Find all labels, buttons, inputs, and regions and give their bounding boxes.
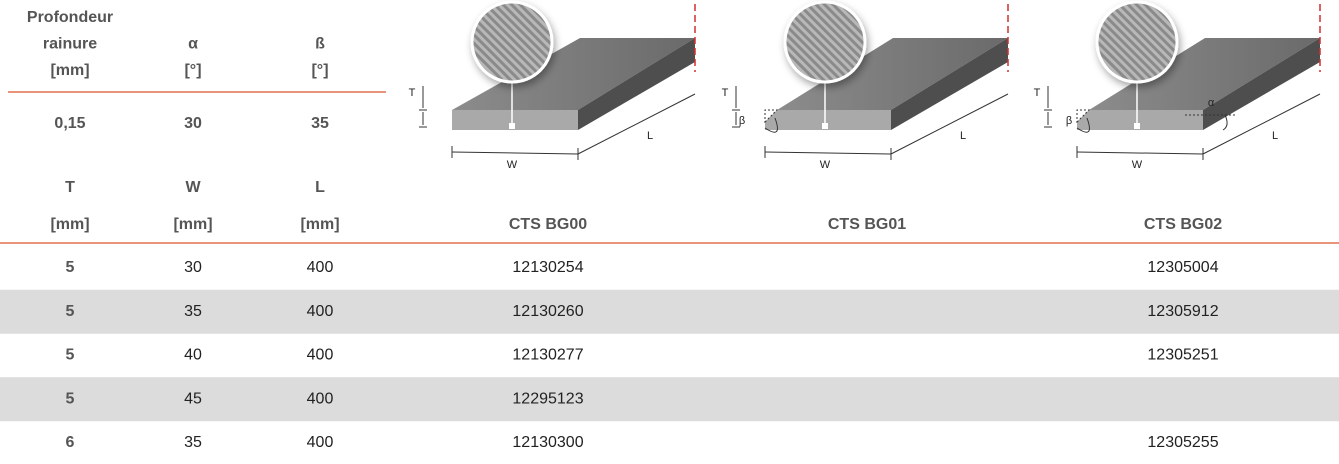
zoom: [470, 0, 554, 84]
l-dim: [890, 93, 1009, 155]
w-dim: [764, 151, 892, 155]
beta-label: β: [1066, 115, 1072, 127]
bar-top: [1089, 38, 1320, 110]
table-header: CTS BG02: [1144, 216, 1222, 233]
beta-label: β: [739, 115, 745, 127]
profile-diagram: T W L: [409, 0, 696, 171]
row-band: [0, 289, 1339, 334]
w-label: W: [820, 159, 831, 171]
table-cell: 5: [66, 303, 75, 320]
table-cell: 6: [66, 434, 75, 451]
row-band: [0, 377, 1339, 422]
table-cell: 12130260: [512, 303, 583, 320]
table-cell: 5: [66, 259, 75, 276]
table-cell: 12305004: [1147, 259, 1218, 276]
l-label: L: [960, 130, 966, 142]
table-cell: 35: [184, 303, 202, 320]
groove-header: rainure: [43, 36, 97, 53]
table-cell: 12130300: [512, 434, 583, 451]
table-cell: 12305255: [1147, 434, 1218, 451]
w-dim: [1076, 151, 1204, 155]
zoom: [783, 0, 867, 84]
table-cell: 30: [184, 259, 202, 276]
groove-header: [°]: [311, 62, 328, 79]
l-label: L: [647, 130, 653, 142]
groove-header: [mm]: [50, 62, 89, 79]
table-cell: 12305251: [1147, 347, 1218, 364]
table-header: CTS BG01: [828, 216, 906, 233]
table-cell: 35: [184, 434, 202, 451]
table-header: T: [65, 179, 75, 196]
table-header: [mm]: [173, 216, 212, 233]
t-label: T: [722, 87, 729, 99]
groove-mark: [822, 123, 828, 129]
beta-arc: [1076, 117, 1090, 133]
t-label: T: [1034, 87, 1041, 99]
table-cell: 12295123: [512, 390, 583, 407]
table-cell: 45: [184, 390, 202, 407]
table-cell: 5: [66, 347, 75, 364]
table-cell: 12305912: [1147, 303, 1218, 320]
table-header: L: [315, 179, 325, 196]
chamfer: [764, 109, 779, 124]
bar-side: [1203, 38, 1320, 130]
table-cell: 400: [307, 390, 334, 407]
table-header: W: [185, 179, 201, 196]
bar-top: [777, 38, 1008, 110]
bar-side: [891, 38, 1008, 130]
w-label: W: [507, 159, 518, 171]
table-header: [mm]: [50, 216, 89, 233]
alpha-label: α: [1208, 97, 1215, 109]
table-cell: 5: [66, 390, 75, 407]
table-cell: 40: [184, 347, 202, 364]
groove-header: Profondeur: [27, 9, 113, 26]
bar-front: [1077, 110, 1203, 130]
groove-value: 30: [184, 115, 202, 132]
l-dim: [577, 93, 696, 155]
table-cell: 400: [307, 347, 334, 364]
w-dim: [451, 151, 579, 155]
l-label: L: [1272, 130, 1278, 142]
groove-header: [°]: [184, 62, 201, 79]
table-cell: 12130254: [512, 259, 583, 276]
chamfer: [1076, 109, 1091, 124]
bar-side: [578, 38, 695, 130]
table-cell: 400: [307, 259, 334, 276]
profile-diagram: T W Lβ α: [1034, 0, 1321, 171]
profile-diagram: T W Lβ: [722, 0, 1009, 171]
table-cell: 400: [307, 434, 334, 451]
bar-front: [452, 110, 578, 130]
bar-front: [765, 110, 891, 130]
groove-mark: [1134, 123, 1140, 129]
groove-header: α: [188, 36, 198, 53]
table-cell: 12130277: [512, 347, 583, 364]
groove-value: 0,15: [54, 115, 85, 132]
zoom: [1095, 0, 1179, 84]
groove-mark: [509, 123, 515, 129]
alpha-arc: [1222, 114, 1228, 131]
w-label: W: [1132, 159, 1143, 171]
t-label: T: [409, 87, 416, 99]
groove-header: ß: [315, 36, 325, 53]
table-cell: 400: [307, 303, 334, 320]
beta-arc: [764, 117, 778, 133]
table-header: [mm]: [300, 216, 339, 233]
table-header: CTS BG00: [509, 216, 587, 233]
groove-value: 35: [311, 115, 329, 132]
l-dim: [1202, 93, 1321, 155]
